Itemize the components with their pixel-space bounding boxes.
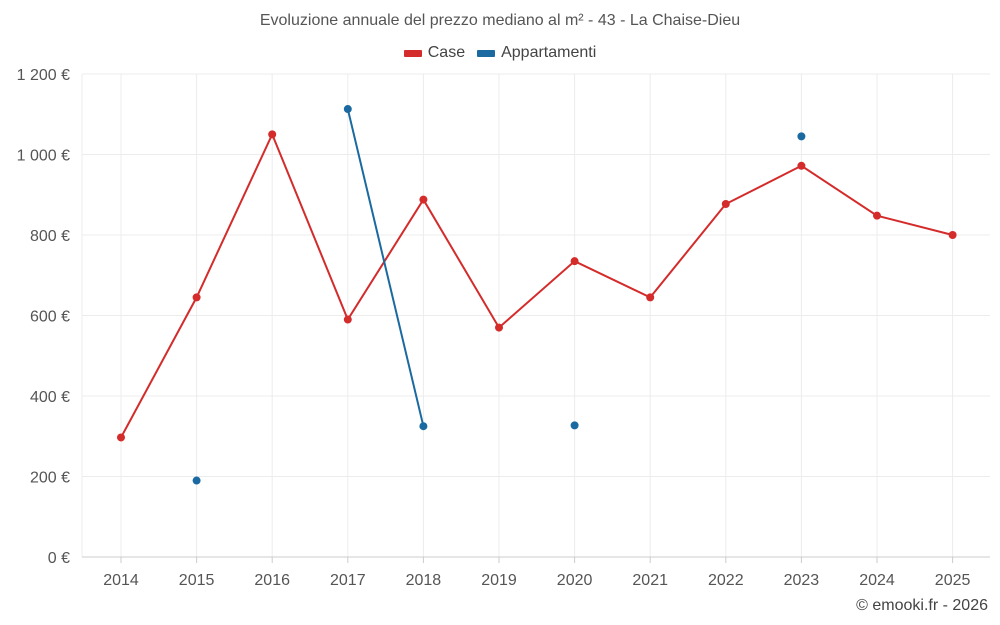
x-tick-label: 2016	[254, 572, 290, 589]
series-appartamenti-point	[570, 421, 579, 430]
x-tick-label: 2014	[103, 572, 139, 589]
x-tick-label: 2023	[784, 572, 820, 589]
y-tick-label: 800 €	[30, 228, 70, 245]
series-appartamenti-point	[419, 422, 428, 431]
series-case-point	[192, 293, 201, 302]
series-case-point	[646, 293, 655, 302]
legend-swatch-appartamenti	[477, 49, 496, 57]
y-tick-label: 1 200 €	[17, 67, 70, 84]
series-case-point	[268, 130, 277, 139]
series-appartamenti-point	[797, 132, 806, 141]
series-case-point	[873, 211, 881, 220]
series-case-point	[570, 257, 579, 266]
legend-swatch-case	[403, 49, 422, 57]
series-case-line	[120, 131, 953, 438]
x-tick-label: 2025	[935, 572, 971, 589]
grid	[81, 73, 990, 558]
chart-title: Evoluzione annuale del prezzo mediano al…	[259, 12, 741, 29]
series-case-point	[495, 323, 503, 332]
series-case-point	[343, 315, 352, 324]
series-appartamenti-line	[346, 108, 425, 427]
series-layer	[117, 105, 957, 485]
x-tick-label: 2015	[179, 572, 215, 589]
y-tick-label: 600 €	[30, 309, 70, 326]
x-tick-label: 2024	[859, 572, 895, 589]
series-case-point	[721, 200, 730, 209]
series-appartamenti-point	[192, 476, 201, 485]
series-case-point	[419, 195, 428, 204]
axes: 0 € 200 € 400 € 600 € 800 € 1 000 € 1 200 € 201…	[17, 67, 990, 589]
series-appartamenti-point	[343, 105, 352, 114]
y-tick-label: 400 €	[30, 389, 70, 406]
legend-label-appartamenti: Appartamenti	[501, 44, 597, 61]
legend: Case Appartamenti	[0, 44, 1000, 62]
series-case-point	[117, 433, 125, 442]
y-tick-label: 200 €	[30, 470, 70, 487]
legend-item-appartamenti[interactable]: Appartamenti	[477, 44, 596, 62]
y-tick-label: 1 000 €	[17, 148, 70, 165]
legend-label-case: Case	[427, 44, 466, 61]
x-tick-label: 2020	[557, 572, 593, 589]
x-tick-label: 2022	[708, 572, 744, 589]
x-tick-label: 2018	[406, 572, 442, 589]
legend-item-case[interactable]: Case	[403, 44, 466, 62]
series-case-point	[948, 231, 957, 239]
series-case-point	[797, 161, 806, 170]
x-tick-label: 2019	[481, 572, 517, 589]
copyright-notice: © emooki.fr - 2026	[856, 597, 988, 614]
y-tick-label: 0 €	[48, 550, 70, 567]
x-tick-label: 2021	[632, 572, 668, 589]
x-tick-label: 2017	[330, 572, 366, 589]
